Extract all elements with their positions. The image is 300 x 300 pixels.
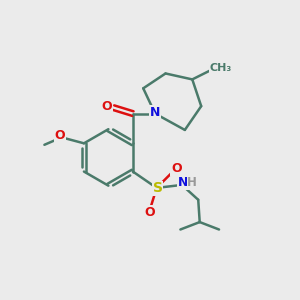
- Text: O: O: [55, 129, 65, 142]
- Text: CH₃: CH₃: [209, 63, 232, 73]
- Text: N: N: [150, 106, 160, 118]
- Text: O: O: [145, 206, 155, 219]
- Text: S: S: [152, 182, 163, 196]
- Text: O: O: [102, 100, 112, 113]
- Text: N: N: [178, 176, 189, 189]
- Text: H: H: [187, 176, 197, 189]
- Text: O: O: [171, 162, 182, 175]
